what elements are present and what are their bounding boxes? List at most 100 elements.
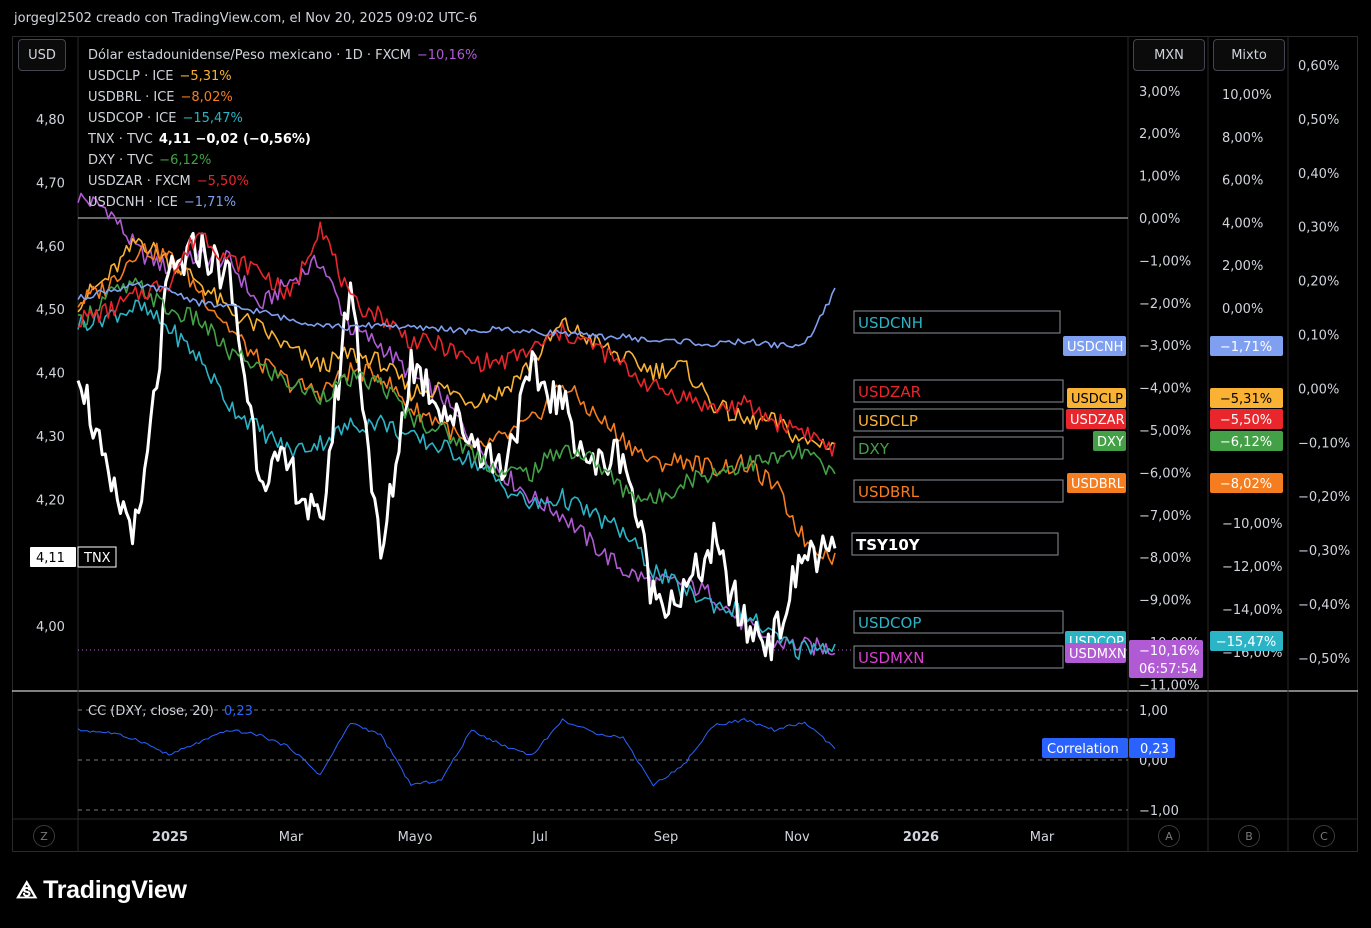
legend-row[interactable]: USDCLP · ICE −5,31% bbox=[88, 66, 477, 87]
legend-row[interactable]: USDBRL · ICE −8,02% bbox=[88, 87, 477, 108]
mixto-axis-tag-text: −5,50% bbox=[1220, 413, 1272, 428]
mixto-axis-tick: −10,00% bbox=[1222, 517, 1282, 532]
c-scale-button[interactable]: C bbox=[1313, 825, 1335, 847]
series-line-usdbrl[interactable] bbox=[77, 242, 836, 566]
mixto-axis-tick: −14,00% bbox=[1222, 603, 1282, 618]
mxn-axis-tag bbox=[1066, 409, 1126, 429]
legend-row[interactable]: USDCOP · ICE −15,47% bbox=[88, 108, 477, 129]
series-line-dxy[interactable] bbox=[77, 277, 836, 505]
legend-series-name: USDCOP · ICE bbox=[88, 111, 177, 126]
legend-row[interactable]: Dólar estadounidense/Peso mexicano · 1D … bbox=[88, 45, 477, 66]
right-axis-tick: 0,00% bbox=[1298, 382, 1339, 397]
legend-series-value: −5,50% bbox=[196, 174, 249, 189]
chart-series-label: USDCOP bbox=[858, 614, 921, 632]
legend-row[interactable]: TNX · TVC 4,11 −0,02 (−0,56%) bbox=[88, 129, 477, 150]
corr-axis-tick: −1,00 bbox=[1139, 804, 1179, 819]
series-line-tnx[interactable] bbox=[76, 231, 837, 662]
left-axis-tick: 4,50 bbox=[36, 303, 65, 318]
chart-series-label: DXY bbox=[858, 440, 890, 458]
mxn-axis-tick: 1,00% bbox=[1139, 170, 1180, 185]
legend-series-value: −15,47% bbox=[182, 111, 243, 126]
series-line-usdzar[interactable] bbox=[77, 221, 836, 457]
legend-series-name: TNX · TVC bbox=[88, 132, 153, 147]
mixto-axis-tick: 10,00% bbox=[1222, 88, 1272, 103]
correlation-value-text: 0,23 bbox=[1140, 742, 1169, 757]
zoom-button[interactable]: Z bbox=[33, 825, 55, 847]
tnx-name-tag bbox=[77, 546, 117, 568]
mxn-axis-tag-text: USDBRL bbox=[1071, 477, 1125, 492]
left-axis-tick: 4,30 bbox=[36, 430, 65, 445]
mixto-axis-tick: 4,00% bbox=[1222, 216, 1263, 231]
mixto-axis-tag-text: −6,12% bbox=[1220, 435, 1272, 450]
series-legend: Dólar estadounidense/Peso mexicano · 1D … bbox=[88, 45, 477, 213]
series-line-usdcnh[interactable] bbox=[77, 281, 836, 349]
mixto-axis-tag bbox=[1210, 388, 1283, 408]
right-axis-tick: 0,40% bbox=[1298, 167, 1339, 182]
mxn-axis-tick: −3,00% bbox=[1139, 339, 1191, 354]
mixto-axis-tag-text: −1,71% bbox=[1220, 340, 1272, 355]
chart-series-label: USDBRL bbox=[858, 483, 920, 501]
mxn-axis-tick: −6,00% bbox=[1139, 466, 1191, 481]
tnx-value-text: 4,11 bbox=[36, 551, 65, 566]
mixto-axis-tag bbox=[1210, 473, 1283, 493]
legend-series-value: −8,02% bbox=[180, 90, 233, 105]
legend-row[interactable]: USDZAR · FXCM −5,50% bbox=[88, 171, 477, 192]
mxn-scale-button[interactable]: MXN bbox=[1133, 39, 1205, 71]
left-axis-tick: 4,70 bbox=[36, 176, 65, 191]
mxn-axis-tick: −7,00% bbox=[1139, 509, 1191, 524]
mxn-axis-tag bbox=[1067, 473, 1126, 493]
legend-series-value: −10,16% bbox=[416, 48, 478, 63]
time-axis-label: Mayo bbox=[398, 830, 433, 845]
mxn-axis-tick: 3,00% bbox=[1139, 85, 1180, 100]
series-line-usdcop[interactable] bbox=[77, 299, 836, 661]
mixto-axis-tick: −12,00% bbox=[1222, 560, 1282, 575]
mixto-scale-button[interactable]: Mixto bbox=[1213, 39, 1285, 71]
right-axis-tick: 0,50% bbox=[1298, 113, 1339, 128]
mixto-axis-tag bbox=[1210, 431, 1283, 451]
legend-series-name: USDZAR · FXCM bbox=[88, 174, 191, 189]
time-axis-label: Mar bbox=[1030, 830, 1055, 845]
time-axis-label: 2025 bbox=[152, 830, 188, 845]
mxn-axis-tag-text: DXY bbox=[1097, 435, 1124, 450]
time-axis-label: 2026 bbox=[903, 830, 939, 845]
chart-frame bbox=[12, 36, 1358, 852]
chart-label-box bbox=[853, 479, 1064, 503]
mxn-axis-tag-text: USDMXN bbox=[1069, 647, 1127, 662]
correlation-legend-value: 0,23 bbox=[223, 704, 253, 719]
chart-label-box bbox=[853, 310, 1061, 334]
series-line-usdclp[interactable] bbox=[77, 237, 836, 451]
chart-series-label: TSY10Y bbox=[856, 536, 921, 554]
mxn-axis-tick: 2,00% bbox=[1139, 127, 1180, 142]
left-axis-tick: 4,40 bbox=[36, 367, 65, 382]
left-axis-tick: 4,00 bbox=[36, 620, 65, 635]
legend-row[interactable]: DXY · TVC −6,12% bbox=[88, 150, 477, 171]
usdmxn-price-value: −10,16% bbox=[1139, 644, 1199, 659]
tnx-value-tag bbox=[30, 547, 76, 567]
mxn-axis-tag bbox=[1093, 431, 1126, 451]
time-axis-label: Sep bbox=[654, 830, 679, 845]
right-axis-tick: 0,60% bbox=[1298, 59, 1339, 74]
mxn-axis-tick: −1,00% bbox=[1139, 254, 1191, 269]
correlation-legend: CC (DXY, close, 20) 0,23 bbox=[88, 704, 253, 719]
b-scale-button[interactable]: B bbox=[1238, 825, 1260, 847]
right-axis-tick: −0,40% bbox=[1298, 598, 1350, 613]
right-axis-tick: −0,30% bbox=[1298, 544, 1350, 559]
time-axis-label: Jul bbox=[531, 830, 548, 845]
series-line-usdmxn[interactable] bbox=[77, 192, 836, 656]
mixto-axis-tag bbox=[1210, 631, 1283, 651]
tradingview-logo-icon: ⧌ bbox=[16, 877, 38, 904]
mixto-axis-tick: 8,00% bbox=[1222, 131, 1263, 146]
legend-series-name: DXY · TVC bbox=[88, 153, 154, 168]
mxn-axis-tick: −5,00% bbox=[1139, 424, 1191, 439]
mxn-axis-tick: −2,00% bbox=[1139, 297, 1191, 312]
series-line-ccdxyclose[interactable] bbox=[77, 718, 836, 787]
right-axis-tick: 0,20% bbox=[1298, 275, 1339, 290]
legend-series-name: USDCNH · ICE bbox=[88, 195, 178, 210]
auto-scale-button[interactable]: A bbox=[1158, 825, 1180, 847]
tradingview-logo: ⧌ TradingView bbox=[16, 876, 187, 905]
legend-row[interactable]: USDCNH · ICE −1,71% bbox=[88, 192, 477, 213]
usd-scale-button[interactable]: USD bbox=[18, 39, 66, 71]
mixto-axis-tag-text: −8,02% bbox=[1220, 477, 1272, 492]
right-axis-tick: −0,20% bbox=[1298, 490, 1350, 505]
